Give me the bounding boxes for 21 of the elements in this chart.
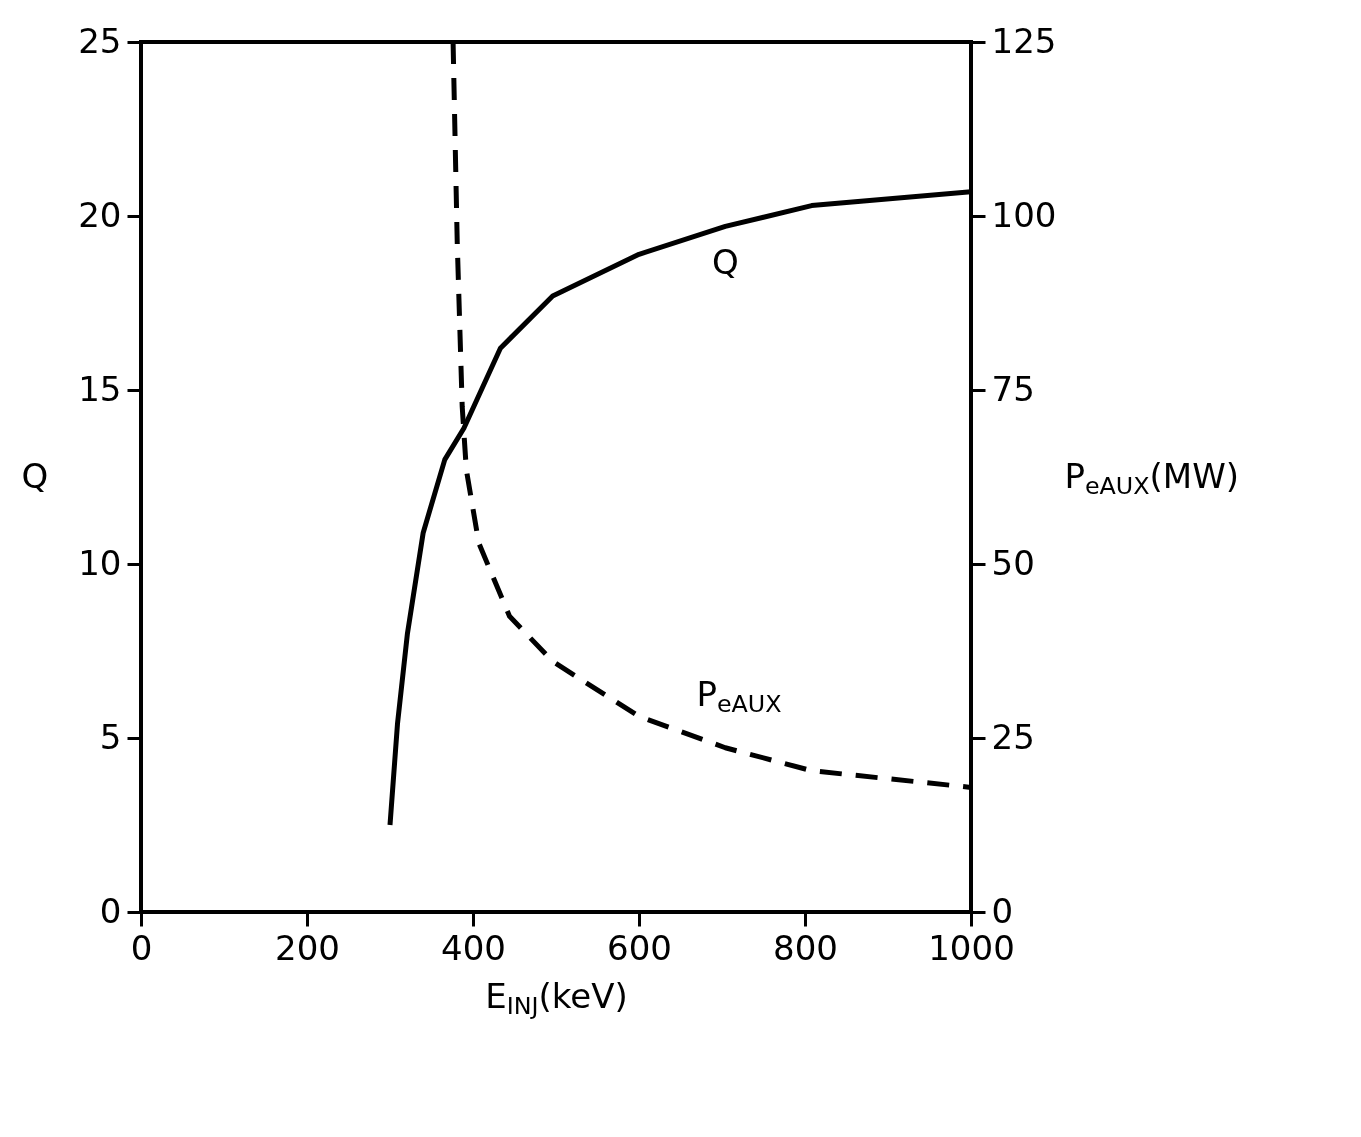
y-tick-label: 15 [78, 368, 122, 409]
y2-tick-label: 125 [991, 20, 1057, 61]
y2-axis-title: P$_{eAUX}$(MW) [1064, 455, 1240, 500]
y-tick-label: 25 [78, 20, 122, 61]
y-tick-label: 5 [99, 716, 122, 757]
series-label: Q [711, 242, 739, 283]
x-tick-label: 0 [130, 927, 153, 968]
x-tick-label: 200 [275, 927, 340, 968]
x-tick-label: 600 [607, 927, 672, 968]
y-tick-label: 20 [78, 194, 122, 235]
y2-tick-label: 100 [991, 194, 1057, 235]
y-tick-label: 0 [99, 890, 122, 931]
y-axis-title: Q [21, 455, 49, 496]
x-tick-label: 400 [441, 927, 506, 968]
x-tick-label: 800 [773, 927, 838, 968]
y2-tick-label: 75 [991, 368, 1035, 409]
y2-tick-label: 50 [991, 542, 1035, 583]
y2-tick-label: 25 [991, 716, 1035, 757]
y-tick-label: 10 [78, 542, 122, 583]
series-label: P$_{eAUX}$ [696, 674, 782, 719]
x-axis-title: E$_{INJ}$(keV) [485, 975, 628, 1020]
